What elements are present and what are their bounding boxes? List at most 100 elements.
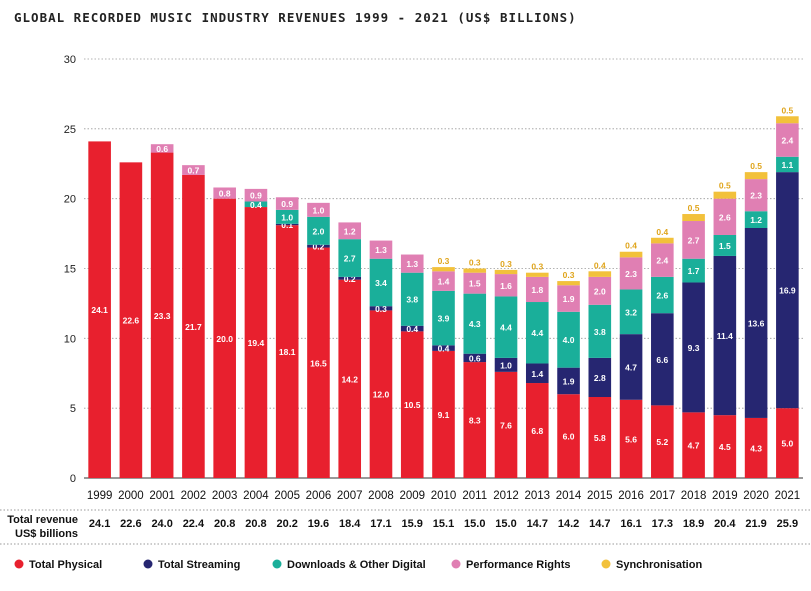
- data-label: 0.3: [438, 256, 450, 266]
- bar-segment: [275, 209, 299, 224]
- data-label: 6.8: [531, 426, 543, 436]
- bar-segment: [150, 144, 174, 153]
- data-label: 3.8: [594, 327, 606, 337]
- bar-segment: [557, 311, 580, 368]
- totals-label: Total revenue: [7, 514, 78, 526]
- data-label: 0.5: [719, 181, 731, 191]
- bar-segment: [713, 415, 737, 478]
- data-label: 0.8: [219, 189, 231, 199]
- data-label: 1.0: [281, 212, 293, 222]
- total-value: 25.9: [777, 518, 798, 530]
- legend-label: Total Physical: [29, 559, 102, 571]
- bar-segment: [713, 191, 737, 199]
- total-value: 18.4: [339, 518, 361, 530]
- data-label: 5.2: [656, 437, 668, 447]
- bar-segment: [432, 345, 455, 351]
- bar-segment: [713, 255, 737, 416]
- bar-segment: [338, 239, 362, 277]
- total-value: 20.8: [214, 518, 235, 530]
- bar-segment: [494, 357, 518, 372]
- y-tick-label: 15: [64, 264, 76, 276]
- bar-segment: [244, 188, 268, 202]
- data-label: 0.4: [594, 260, 606, 270]
- bar-segment: [525, 383, 549, 478]
- total-value: 17.3: [652, 518, 673, 530]
- bar-segment: [182, 174, 205, 478]
- bar-segment: [494, 274, 518, 297]
- x-tick-label: 2007: [337, 490, 363, 502]
- bar-segment: [557, 367, 580, 395]
- y-tick-label: 5: [70, 403, 76, 415]
- data-label: 1.5: [469, 279, 481, 289]
- x-tick-label: 2003: [212, 490, 238, 502]
- x-tick-label: 2014: [556, 490, 582, 502]
- data-label: 2.6: [656, 291, 668, 301]
- data-label: 9.3: [688, 343, 700, 353]
- bar-segment: [400, 272, 424, 326]
- bar-segment: [369, 258, 393, 307]
- bar-segment: [744, 179, 768, 212]
- bar-segment: [776, 123, 799, 157]
- data-label: 0.5: [688, 203, 700, 213]
- data-label: 3.2: [625, 307, 637, 317]
- data-label: 2.3: [625, 269, 637, 279]
- data-label: 0.3: [375, 304, 387, 314]
- data-label: 10.5: [404, 400, 421, 410]
- bar-segment: [244, 207, 268, 478]
- bar-segment: [682, 221, 705, 259]
- bar-segment: [588, 271, 612, 277]
- legend-label: Downloads & Other Digital: [287, 559, 426, 571]
- legend-swatch: [272, 559, 282, 569]
- x-tick-label: 2019: [712, 490, 738, 502]
- bar-segment: [150, 152, 174, 478]
- x-tick-label: 2013: [524, 490, 550, 502]
- total-value: 15.9: [402, 518, 423, 530]
- data-label: 0.4: [250, 200, 262, 210]
- total-value: 24.0: [151, 518, 172, 530]
- data-label: 1.1: [781, 160, 793, 170]
- data-label: 4.3: [750, 443, 762, 453]
- total-value: 14.7: [527, 518, 548, 530]
- data-label: 0.3: [563, 270, 575, 280]
- bar-segment: [682, 214, 705, 222]
- data-label: 1.6: [500, 281, 512, 291]
- data-label: 2.0: [594, 286, 606, 296]
- data-label: 19.4: [248, 338, 265, 348]
- bar-segment: [744, 211, 768, 228]
- bar-segment: [338, 276, 362, 280]
- data-label: 0.6: [469, 353, 481, 363]
- data-label: 2.6: [719, 212, 731, 222]
- data-label: 4.7: [688, 441, 700, 451]
- data-label: 0.7: [187, 166, 199, 176]
- data-label: 6.6: [656, 355, 668, 365]
- bar-segment: [432, 290, 455, 346]
- bar-segment: [588, 304, 612, 358]
- x-tick-label: 2012: [493, 490, 519, 502]
- total-value: 22.4: [183, 518, 205, 530]
- data-label: 2.8: [594, 373, 606, 383]
- bar-segment: [525, 302, 549, 364]
- bar-segment: [776, 408, 799, 478]
- data-label: 6.0: [563, 432, 575, 442]
- data-label: 0.5: [781, 105, 793, 115]
- data-label: 0.3: [531, 262, 543, 272]
- legend-label: Total Streaming: [158, 559, 240, 571]
- legend-swatch: [143, 559, 153, 569]
- bar-segment: [651, 405, 674, 478]
- data-label: 12.0: [373, 390, 390, 400]
- bar-segment: [494, 371, 518, 478]
- x-tick-label: 2001: [149, 490, 175, 502]
- bar-segment: [213, 187, 236, 199]
- legend-swatch: [14, 559, 24, 569]
- data-label: 2.4: [781, 136, 793, 146]
- total-value: 20.4: [714, 518, 736, 530]
- total-value: 17.1: [370, 518, 391, 530]
- data-label: 3.4: [375, 278, 387, 288]
- total-value: 15.1: [433, 518, 454, 530]
- data-label: 1.0: [500, 360, 512, 370]
- x-tick-label: 2016: [618, 490, 644, 502]
- x-tick-label: 1999: [87, 490, 113, 502]
- x-tick-label: 2018: [681, 490, 707, 502]
